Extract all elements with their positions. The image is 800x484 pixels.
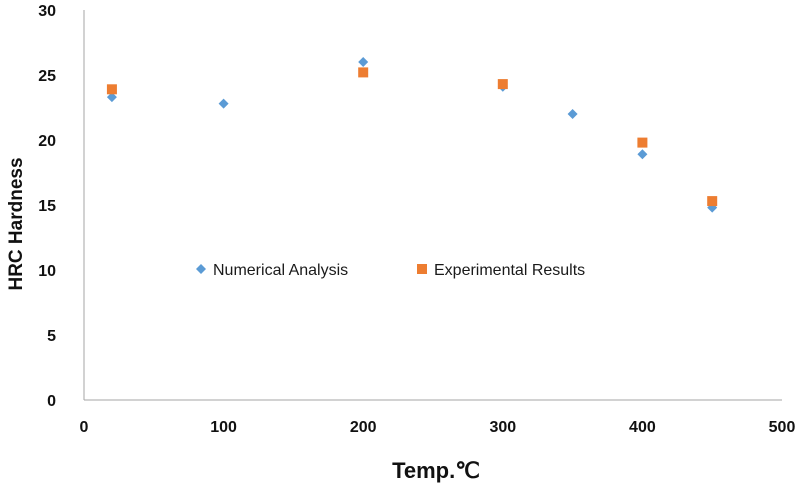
x-tick-label: 0 (80, 419, 89, 436)
axes (83, 10, 782, 401)
x-tick-label: 300 (489, 419, 516, 436)
x-axis-title: Temp.℃ (392, 458, 480, 483)
x-tick-labels: 0 100 200 300 400 500 (80, 419, 796, 436)
numerical-point (637, 149, 648, 160)
experimental-point (707, 196, 718, 207)
legend-label: Numerical Analysis (213, 262, 348, 279)
legend-diamond-icon (196, 264, 206, 274)
experimental-point (637, 137, 648, 148)
y-tick-label: 15 (38, 198, 56, 215)
experimental-point (358, 67, 369, 78)
y-tick-label: 10 (38, 263, 56, 280)
y-tick-label: 0 (47, 393, 56, 410)
legend-label: Experimental Results (434, 262, 585, 279)
numerical-point (218, 98, 229, 109)
data-points (106, 57, 718, 213)
y-tick-label: 30 (38, 3, 56, 20)
x-tick-label: 400 (629, 419, 656, 436)
numerical-point (567, 109, 578, 119)
numerical-point (358, 57, 369, 67)
y-tick-label: 5 (47, 328, 56, 345)
y-axis-title: HRC Hardness (6, 157, 27, 290)
x-tick-label: 100 (210, 419, 237, 436)
experimental-point (497, 79, 508, 90)
x-tick-label: 200 (350, 419, 377, 436)
y-tick-label: 20 (38, 133, 56, 150)
experimental-point (106, 84, 117, 95)
y-tick-label: 25 (38, 68, 56, 85)
numerical-point (106, 92, 117, 103)
legend-square-icon (417, 264, 427, 274)
x-tick-label: 500 (769, 419, 796, 436)
legend: Numerical Analysis Experimental Results (196, 262, 585, 279)
y-tick-labels: 0 5 10 15 20 25 30 (38, 3, 56, 410)
